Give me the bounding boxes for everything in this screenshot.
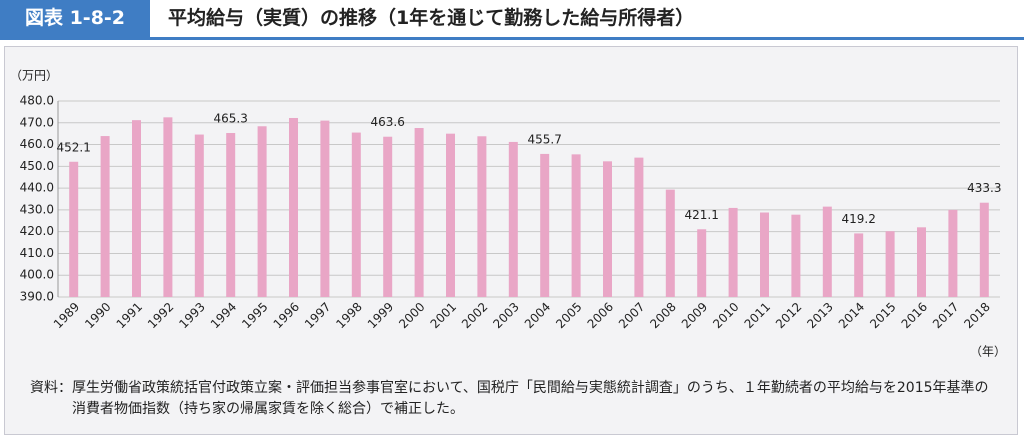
x-tick-label: 1996 xyxy=(271,300,302,331)
data-label: 465.3 xyxy=(214,112,248,126)
x-axis-label: （年） xyxy=(970,345,1006,359)
y-tick-label: 450.0 xyxy=(20,159,54,173)
x-tick-label: 1995 xyxy=(239,300,270,331)
x-tick-label: 1992 xyxy=(145,300,176,331)
bar xyxy=(508,141,518,297)
y-axis-label: （万円） xyxy=(10,69,58,83)
bar xyxy=(571,154,581,297)
x-tick-label: 1989 xyxy=(51,300,82,331)
x-tick-label: 2010 xyxy=(710,300,741,331)
bar xyxy=(289,117,298,297)
figure-number: 図表 1-8-2 xyxy=(0,0,150,37)
x-tick-label: 2015 xyxy=(867,300,898,331)
x-tick-label: 2016 xyxy=(899,300,930,331)
data-label: 452.1 xyxy=(57,140,91,154)
data-label: 463.6 xyxy=(371,115,405,129)
header: 図表 1-8-2 平均給与（実質）の推移（1年を通じて勤務した給与所得者） xyxy=(0,0,1024,40)
x-tick-label: 1998 xyxy=(333,300,364,331)
x-tick-label: 2007 xyxy=(616,300,647,331)
x-tick-label: 1999 xyxy=(365,300,396,331)
data-label: 433.3 xyxy=(967,181,1001,195)
y-tick-label: 420.0 xyxy=(20,224,54,238)
x-tick-label: 2012 xyxy=(773,300,804,331)
y-tick-label: 430.0 xyxy=(20,202,54,216)
bar xyxy=(446,133,455,297)
bar xyxy=(697,229,707,297)
bar xyxy=(948,209,958,297)
bar xyxy=(414,128,424,297)
data-label: 419.2 xyxy=(842,212,876,226)
y-tick-label: 400.0 xyxy=(20,268,54,282)
bar xyxy=(226,133,236,297)
bar xyxy=(320,120,330,297)
bar xyxy=(665,189,675,297)
x-tick-label: 2017 xyxy=(930,300,961,331)
y-tick-label: 470.0 xyxy=(20,115,54,129)
data-label: 421.1 xyxy=(685,208,719,222)
bar xyxy=(477,136,487,297)
x-tick-label: 2003 xyxy=(490,300,521,331)
bar xyxy=(69,161,79,297)
x-tick-label: 2009 xyxy=(679,300,710,331)
bar xyxy=(383,136,393,297)
source-note: 資料： 厚生労働省政策統括官付政策立案・評価担当参事官室において、国税庁「民間給… xyxy=(30,378,1000,420)
bar xyxy=(979,202,989,297)
bar xyxy=(257,126,267,297)
y-tick-label: 390.0 xyxy=(20,290,54,304)
y-tick-label: 460.0 xyxy=(20,137,54,151)
source-text: 厚生労働省政策統括官付政策立案・評価担当参事官室において、国税庁「民間給与実態統… xyxy=(72,380,989,417)
bar xyxy=(885,231,895,297)
x-tick-label: 1993 xyxy=(176,300,207,331)
bar xyxy=(822,206,832,297)
x-tick-label: 1994 xyxy=(208,300,239,331)
x-tick-label: 2001 xyxy=(428,300,459,331)
bar xyxy=(728,207,738,297)
x-tick-label: 2006 xyxy=(585,300,616,331)
bar xyxy=(634,157,644,297)
x-tick-label: 2013 xyxy=(804,300,835,331)
x-tick-label: 2002 xyxy=(459,300,490,331)
bar xyxy=(854,233,864,297)
x-tick-label: 1990 xyxy=(82,300,113,331)
data-label: 455.7 xyxy=(528,132,562,146)
x-tick-label: 2014 xyxy=(836,300,867,331)
bar xyxy=(132,120,141,297)
bar xyxy=(540,153,550,297)
x-tick-label: 2011 xyxy=(742,300,773,331)
bar xyxy=(760,212,769,297)
bar xyxy=(351,132,361,297)
bar xyxy=(100,136,110,297)
y-tick-label: 440.0 xyxy=(20,181,54,195)
bar xyxy=(791,214,801,297)
x-tick-label: 2008 xyxy=(647,300,678,331)
bar xyxy=(194,134,204,297)
x-tick-label: 1997 xyxy=(302,300,333,331)
bar xyxy=(603,161,612,297)
bar xyxy=(163,117,173,297)
y-tick-label: 480.0 xyxy=(20,94,54,108)
x-tick-label: 2005 xyxy=(553,300,584,331)
y-tick-label: 410.0 xyxy=(20,246,54,260)
bar xyxy=(917,227,926,297)
chart-title: 平均給与（実質）の推移（1年を通じて勤務した給与所得者） xyxy=(168,7,695,29)
x-tick-label: 1991 xyxy=(114,300,145,331)
x-tick-label: 2018 xyxy=(961,300,992,331)
x-tick-label: 2004 xyxy=(522,300,553,331)
source-label: 資料： xyxy=(30,380,72,396)
x-tick-label: 2000 xyxy=(396,300,427,331)
